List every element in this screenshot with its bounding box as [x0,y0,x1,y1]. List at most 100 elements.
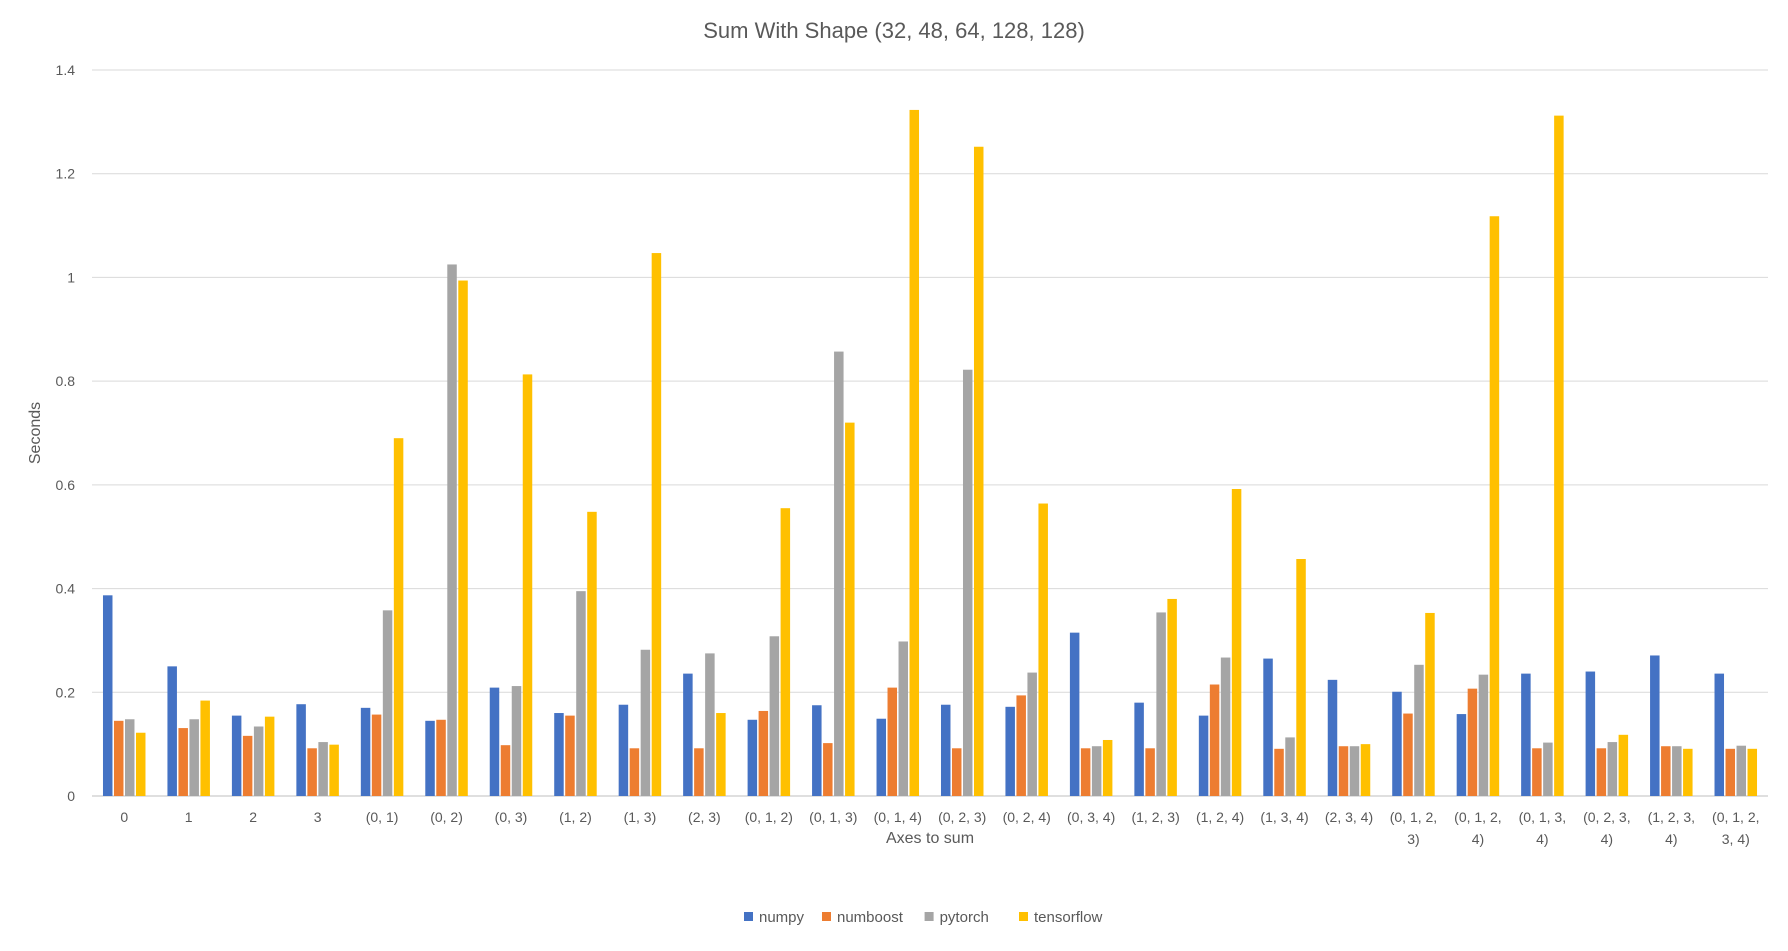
y-axis-title: Seconds [27,402,44,464]
bar-numpy [1392,691,1402,796]
bar-tensorflow [1167,598,1177,796]
bar-numpy [1585,671,1596,796]
bar-tensorflow [458,280,468,796]
bar-numboost [1016,695,1026,796]
x-tick-label: (0, 1, 2, 3) [1390,809,1437,847]
bar-pytorch [253,726,264,796]
y-tick-label: 1 [67,269,75,285]
x-tick-label: (1, 3, 4) [1260,809,1308,825]
bar-numpy [1327,679,1338,796]
legend-label-numboost: numboost [837,909,904,926]
x-tick-label: (0, 1, 2) [745,809,793,825]
bar-pytorch [382,610,393,796]
x-tick-label: (0, 1, 3, 4) [1519,809,1566,847]
bar-pytorch [705,653,715,796]
bar-numboost [371,714,382,796]
bar-numboost [1467,688,1478,796]
bar-pytorch [1156,612,1166,796]
bar-tensorflow [1296,559,1306,796]
bar-numboost [1596,748,1607,796]
bar-tensorflow [973,146,984,796]
x-axis-title: Axes to sum [886,830,974,847]
bar-numboost [1080,748,1091,796]
bar-tensorflow [200,700,210,796]
x-tick-label: (0, 3) [495,809,528,825]
x-tick-label: (0, 1, 4) [874,809,922,825]
bar-pytorch [1285,737,1295,796]
bar-numpy [489,687,500,796]
legend-label-numpy: numpy [759,909,805,926]
bar-numpy [1263,658,1273,796]
bar-tensorflow [1102,739,1113,796]
bar-pytorch [1091,746,1102,796]
bar-numpy [812,705,822,796]
bars [102,109,1758,797]
bar-numboost [758,710,769,796]
gridlines [92,69,1768,797]
bar-numpy [683,673,693,796]
bar-pytorch [640,649,651,796]
bar-numboost [1725,748,1736,796]
bar-tensorflow [587,511,597,796]
bar-pytorch [1478,674,1489,796]
y-tick-label: 0.8 [56,373,76,389]
bar-tensorflow [1747,748,1758,796]
bar-pytorch [1607,742,1618,796]
bar-tensorflow [135,732,146,796]
x-tick-label: (0, 2, 3, 4) [1583,809,1630,847]
x-tick-label: (1, 3) [624,809,657,825]
bar-numboost [694,748,704,796]
bar-numboost [1145,748,1155,796]
bar-numpy [940,704,951,796]
x-tick-label: (1, 2, 4) [1196,809,1244,825]
bar-pytorch [124,719,135,796]
y-tick-label: 1.4 [56,62,76,78]
x-tick-label: (0, 1) [366,809,399,825]
bar-pytorch [1543,742,1553,796]
bar-numboost [436,719,446,796]
legend-swatch-numpy [744,912,753,921]
bar-tensorflow [522,374,533,796]
x-tick-label: (1, 2, 3) [1131,809,1179,825]
bar-tensorflow [1231,489,1242,796]
bar-numpy [296,704,306,796]
bar-numpy [1456,714,1467,796]
bar-tensorflow [1489,216,1500,797]
bar-pytorch [447,264,457,797]
bar-pytorch [189,719,199,796]
bar-numboost [1403,713,1413,796]
bar-numpy [231,715,242,796]
x-tick-label: 3 [314,809,322,825]
x-tick-label: (1, 2, 3, 4) [1648,809,1695,847]
y-axis-ticks: 0 0.2 0.4 0.6 0.8 1 1.2 1.4 [56,62,76,804]
bar-numboost [1209,684,1220,796]
bar-pytorch [511,686,522,796]
bar-tensorflow [1425,612,1435,796]
bar-numpy [554,713,564,796]
bar-pytorch [898,641,909,796]
bar-tensorflow [909,109,920,797]
bar-numpy [1005,706,1015,796]
x-tick-label: 2 [249,809,257,825]
bar-pytorch [1736,745,1747,796]
bar-tensorflow [780,508,791,796]
y-tick-label: 0.4 [56,581,76,597]
bar-tensorflow [1683,748,1693,796]
y-tick-label: 0.2 [56,684,76,700]
bar-numpy [618,704,629,796]
bar-numpy [102,595,113,796]
bar-numpy [747,719,758,796]
bar-numboost [1338,746,1349,796]
bar-tensorflow [1618,734,1629,796]
bar-pytorch [318,742,328,796]
x-tick-label: (0, 2) [430,809,463,825]
bar-tensorflow [329,744,339,796]
bar-tensorflow [393,438,404,796]
legend-label-tensorflow: tensorflow [1034,909,1103,926]
bar-numboost [887,687,898,796]
x-tick-label: 0 [120,809,128,825]
bar-numboost [178,728,188,796]
y-tick-label: 0 [67,788,75,804]
